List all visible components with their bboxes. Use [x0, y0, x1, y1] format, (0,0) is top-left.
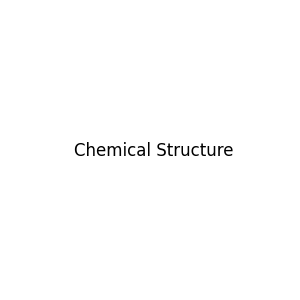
Text: Chemical Structure: Chemical Structure — [74, 142, 233, 160]
